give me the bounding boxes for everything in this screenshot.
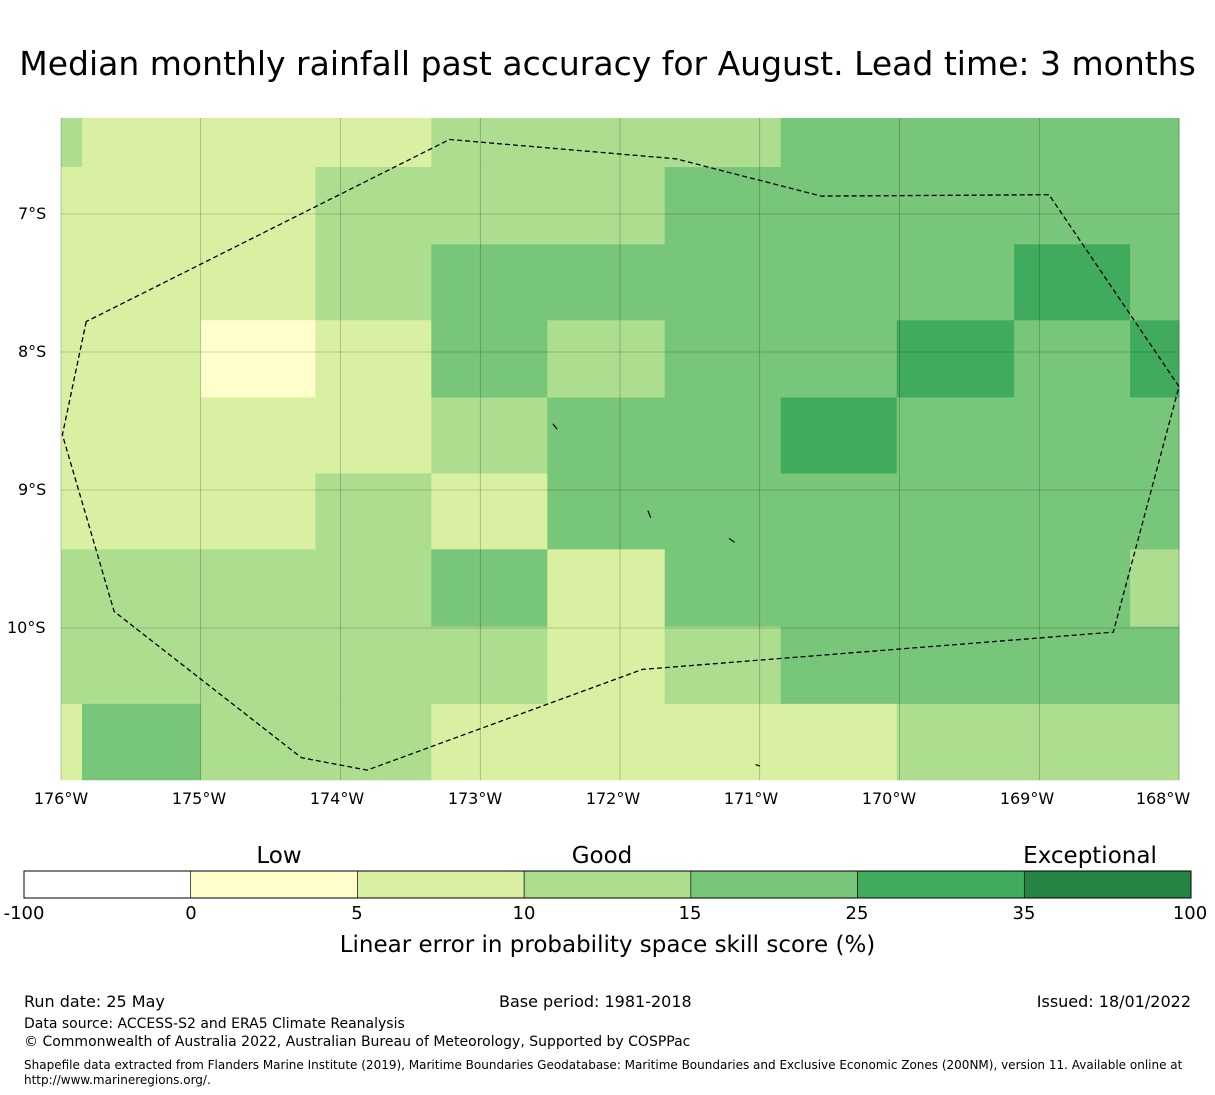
colorbar-outline [23, 870, 1192, 899]
lon-label-172w: 172°W [585, 789, 641, 808]
skill-cell [315, 320, 432, 399]
colorbar-tick: 100 [1172, 903, 1208, 924]
skill-cell [896, 397, 1180, 474]
island-coastline [755, 764, 760, 767]
lon-label-168w: 168°W [1135, 789, 1191, 808]
shapefile-note: Shapefile data extracted from Flanders M… [24, 1058, 1183, 1087]
eez-boundary [61, 138, 1180, 771]
skill-cell [61, 703, 83, 781]
lon-label-170w: 170°W [861, 789, 917, 808]
colorbar-swatch [190, 870, 358, 899]
skill-cell [315, 473, 432, 550]
skill-cell [431, 473, 548, 550]
skill-cell [315, 167, 666, 245]
colorbar-swatch [357, 870, 525, 899]
lat-label-10s: 10°S [7, 618, 46, 637]
skill-cell [896, 703, 1180, 781]
island-coastline [647, 510, 652, 518]
skill-cell [61, 397, 432, 474]
skill-cell [1130, 244, 1180, 321]
colorbar-tick: 5 [351, 903, 363, 924]
skill-cell [1130, 549, 1180, 628]
colorbar-tick: -100 [3, 903, 45, 924]
skill-cell [200, 703, 432, 781]
skill-cell [61, 473, 316, 550]
skill-cell [896, 320, 1015, 399]
map-title: Median monthly rainfall past accuracy fo… [19, 44, 1196, 83]
colorbar-swatch [1023, 870, 1192, 899]
skill-cell [780, 397, 898, 474]
colorbar-swatch [857, 870, 1025, 899]
skill-cell [431, 244, 1015, 321]
lon-label-173w: 173°W [447, 789, 503, 808]
colorbar-swatch [23, 870, 192, 899]
copyright: © Commonwealth of Australia 2022, Austra… [24, 1034, 691, 1050]
colorbar-tick: 0 [185, 903, 197, 924]
lat-label-9s: 9°S [18, 480, 47, 499]
data-source: Data source: ACCESS-S2 and ERA5 Climate … [24, 1016, 405, 1032]
skill-cell [664, 549, 1131, 628]
skill-cell [315, 244, 432, 321]
skill-cell [81, 703, 202, 781]
skill-cell [664, 167, 1180, 245]
skill-cell [431, 549, 548, 628]
run-date: Run date: 25 May [24, 992, 165, 1011]
graticule [60, 118, 1180, 780]
colorbar [23, 870, 1192, 899]
lon-label-169w: 169°W [999, 789, 1055, 808]
island-coastline [552, 423, 558, 430]
skill-cells [61, 118, 1180, 781]
skill-cell [81, 118, 432, 168]
lat-label-8s: 8°S [18, 342, 47, 361]
issued-date: Issued: 18/01/2022 [1036, 992, 1191, 1011]
skill-cell [547, 473, 1180, 550]
skill-cell [547, 397, 782, 474]
skill-cell [547, 320, 666, 399]
colorbar-category-low: Low [256, 843, 302, 869]
colorbar-tick: 15 [678, 903, 702, 924]
lon-label-176w: 176°W [33, 789, 89, 808]
skill-cell [61, 167, 316, 245]
islands [552, 423, 760, 767]
skill-cell [431, 320, 548, 399]
lat-label-7s: 7°S [18, 204, 47, 223]
skill-cell [547, 626, 666, 705]
colorbar-tick: 10 [512, 903, 536, 924]
skill-cell [61, 626, 548, 705]
skill-cell [61, 118, 83, 168]
island-coastline [728, 537, 735, 543]
skill-cell [664, 320, 898, 399]
colorbar-tick: 35 [1012, 903, 1036, 924]
lon-label-171w: 171°W [723, 789, 779, 808]
skill-cell [664, 626, 782, 705]
lon-label-174w: 174°W [309, 789, 365, 808]
skill-cell [1014, 244, 1131, 321]
skill-cell [61, 244, 316, 321]
colorbar-label: Linear error in probability space skill … [339, 932, 876, 958]
skill-cell [431, 397, 548, 474]
lon-label-175w: 175°W [171, 789, 227, 808]
skill-cell [200, 320, 316, 399]
base-period: Base period: 1981-2018 [499, 992, 692, 1011]
skill-cell [780, 626, 1180, 705]
skill-cell [1130, 320, 1180, 399]
skill-cell [61, 320, 202, 399]
skill-cell [1014, 320, 1131, 399]
colorbar-tick: 25 [845, 903, 869, 924]
skill-cell [431, 703, 898, 781]
colorbar-swatch [523, 870, 692, 899]
colorbar-category-good: Good [571, 843, 633, 869]
colorbar-category-exceptional: Exceptional [1023, 843, 1157, 869]
colorbar-swatch [690, 870, 858, 899]
skill-cell [547, 549, 666, 628]
skill-cell [61, 549, 432, 628]
skill-cell [780, 118, 1180, 168]
